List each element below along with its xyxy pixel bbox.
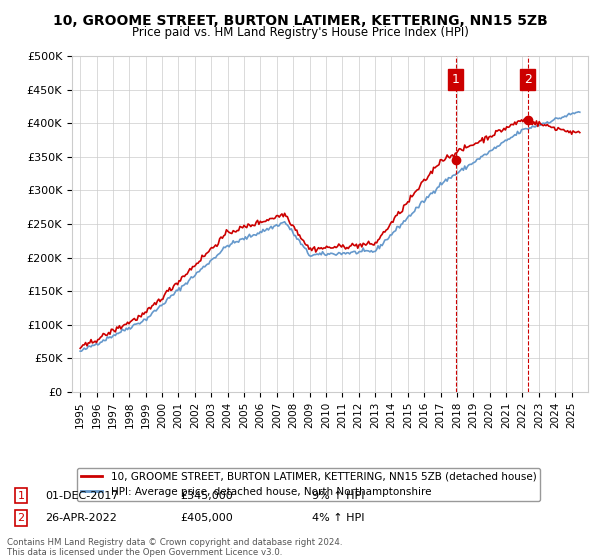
Text: 1: 1: [17, 491, 25, 501]
Text: Contains HM Land Registry data © Crown copyright and database right 2024.
This d: Contains HM Land Registry data © Crown c…: [7, 538, 343, 557]
Text: 2: 2: [524, 73, 532, 86]
Text: 01-DEC-2017: 01-DEC-2017: [45, 491, 119, 501]
Text: 26-APR-2022: 26-APR-2022: [45, 513, 117, 523]
Text: Price paid vs. HM Land Registry's House Price Index (HPI): Price paid vs. HM Land Registry's House …: [131, 26, 469, 39]
Text: £405,000: £405,000: [180, 513, 233, 523]
Text: £345,000: £345,000: [180, 491, 233, 501]
Legend: 10, GROOME STREET, BURTON LATIMER, KETTERING, NN15 5ZB (detached house), HPI: Av: 10, GROOME STREET, BURTON LATIMER, KETTE…: [77, 468, 541, 501]
Text: 10, GROOME STREET, BURTON LATIMER, KETTERING, NN15 5ZB: 10, GROOME STREET, BURTON LATIMER, KETTE…: [53, 14, 547, 28]
Text: 2: 2: [17, 513, 25, 523]
Text: 1: 1: [452, 73, 460, 86]
Text: 4% ↑ HPI: 4% ↑ HPI: [312, 513, 365, 523]
Text: 9% ↑ HPI: 9% ↑ HPI: [312, 491, 365, 501]
